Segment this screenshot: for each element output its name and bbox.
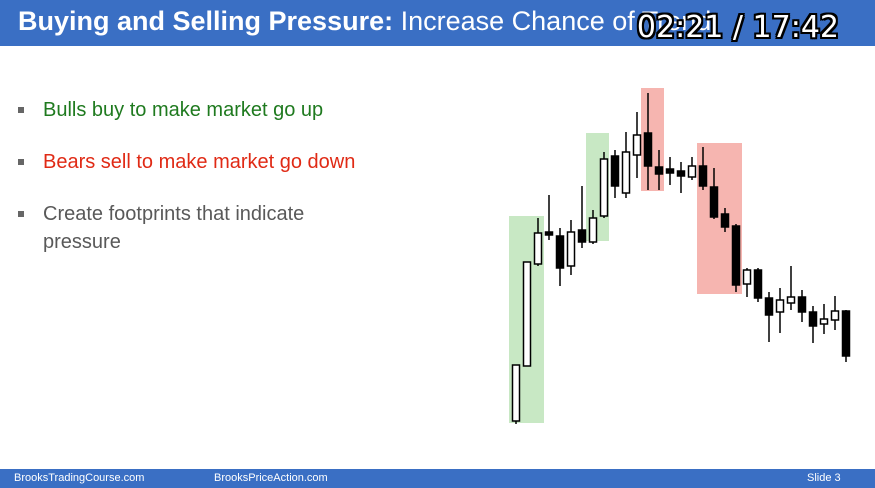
bullet-square-icon — [18, 211, 24, 217]
bull-candle — [621, 151, 631, 194]
bull-candle — [522, 261, 532, 367]
slide-title: Buying and Selling Pressure: Increase Ch… — [18, 6, 711, 37]
bear-candle — [709, 186, 719, 218]
bear-candle — [610, 155, 620, 187]
bull-candle — [830, 310, 840, 321]
bear-candle — [544, 231, 554, 236]
candles — [511, 93, 851, 424]
slide-number: Slide 3 — [807, 472, 841, 484]
bull-candle — [786, 296, 796, 304]
bear-candle — [676, 170, 686, 177]
bull-candle — [599, 158, 609, 217]
bear-candle — [797, 296, 807, 313]
bull-candle — [687, 165, 697, 178]
footer-site-course: BrooksTradingCourse.com — [14, 472, 145, 484]
bull-candle — [632, 134, 642, 156]
bullet-square-icon — [18, 159, 24, 165]
bear-candle — [808, 311, 818, 327]
footer-bar: BrooksTradingCourse.com BrooksPriceActio… — [0, 469, 875, 488]
bear-candle — [841, 310, 851, 357]
video-timer: 02:21 / 17:42 — [636, 10, 839, 45]
bull-candle — [511, 364, 521, 422]
bullet-text: Bears sell to make market go down — [43, 151, 356, 173]
bull-candle — [775, 299, 785, 313]
bear-candle — [731, 225, 741, 286]
bull-candle — [533, 232, 543, 265]
bear-candle — [654, 166, 664, 175]
bear-candle — [577, 229, 587, 243]
bear-candle — [643, 132, 653, 167]
bull-candle — [588, 217, 598, 243]
bull-candle — [819, 318, 829, 325]
footer-site-priceaction: BrooksPriceAction.com — [214, 472, 328, 484]
bull-candle — [742, 269, 752, 285]
slide-title-normal: Increase Chance of Trend — [400, 6, 712, 36]
bullet-square-icon — [18, 107, 24, 113]
bear-candle — [698, 165, 708, 187]
title-bar: Buying and Selling Pressure: Increase Ch… — [0, 0, 875, 46]
bear-candle — [753, 269, 763, 299]
bull-candle — [566, 231, 576, 267]
slide-title-bold: Buying and Selling Pressure: — [18, 6, 394, 36]
bullet-text: Create footprints that indicate pressure — [43, 203, 305, 253]
bear-candle — [555, 235, 565, 269]
bear-candle — [665, 168, 675, 174]
bear-candle — [764, 297, 774, 316]
bear-candle — [720, 213, 730, 228]
bullet-text: Bulls buy to make market go up — [43, 99, 324, 121]
